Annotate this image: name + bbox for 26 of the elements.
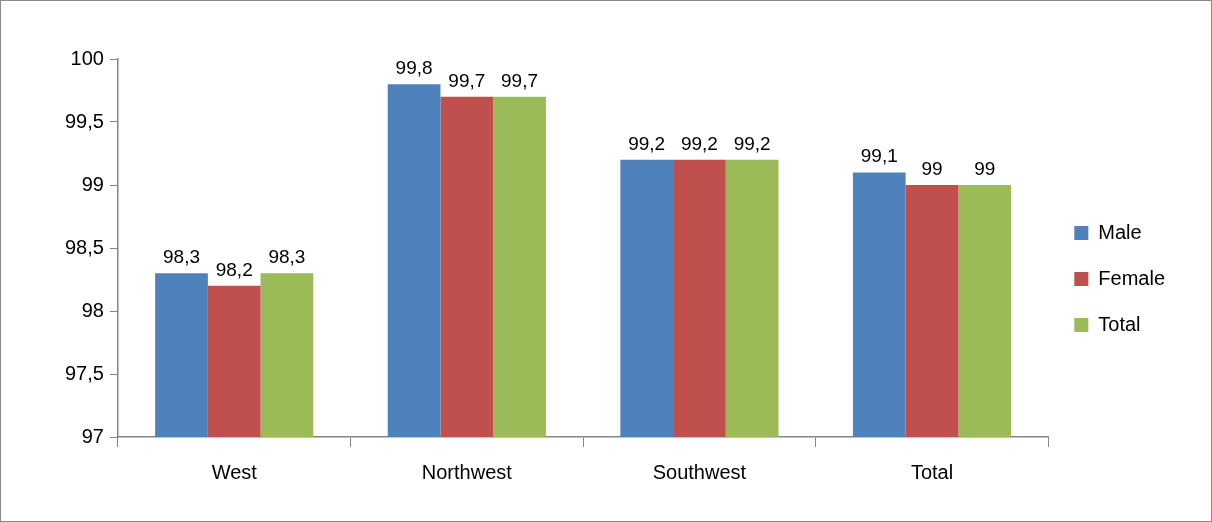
data-label: 98,2 bbox=[215, 258, 253, 280]
data-label: 99,2 bbox=[628, 132, 666, 154]
y-tick-label: 100 bbox=[70, 46, 104, 69]
data-label: 99,7 bbox=[448, 69, 486, 91]
legend-label: Female bbox=[1098, 266, 1166, 289]
data-label: 99 bbox=[974, 157, 996, 179]
data-label: 99 bbox=[921, 157, 943, 179]
data-label: 99,8 bbox=[395, 56, 433, 78]
data-label: 98,3 bbox=[268, 245, 306, 267]
y-tick-label: 98 bbox=[81, 298, 104, 321]
data-label: 99,1 bbox=[860, 145, 898, 167]
data-label: 99,2 bbox=[680, 132, 718, 154]
y-tick-label: 97 bbox=[81, 424, 104, 447]
legend-label: Total bbox=[1098, 312, 1141, 335]
data-label: 98,3 bbox=[163, 245, 200, 267]
x-tick-label: Northwest bbox=[421, 460, 513, 483]
x-tick-label: West bbox=[211, 460, 258, 483]
y-tick-label: 97,5 bbox=[64, 361, 104, 384]
data-label: 99,7 bbox=[501, 69, 539, 91]
y-tick-label: 98,5 bbox=[64, 235, 104, 258]
legend-label: Male bbox=[1098, 220, 1142, 243]
data-label: 99,2 bbox=[733, 132, 771, 154]
y-tick-label: 99 bbox=[81, 172, 104, 195]
y-tick-label: 99,5 bbox=[64, 109, 104, 132]
x-tick-label: Total bbox=[910, 460, 954, 483]
x-tick-label: Southwest bbox=[652, 460, 747, 483]
